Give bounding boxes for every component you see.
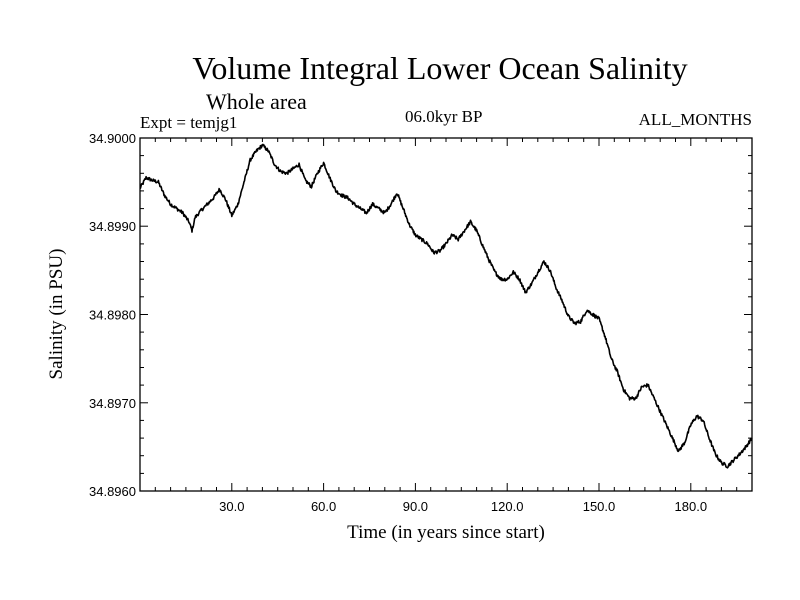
x-tick-label: 90.0 — [403, 499, 428, 514]
axis-labels: 30.0 60.0 90.0 120.0 150.0 180.0 34.8960 34.897… — [89, 131, 707, 514]
y-tick-label: 34.8960 — [89, 484, 136, 499]
y-tick-label: 34.8970 — [89, 396, 136, 411]
x-tick-label: 150.0 — [583, 499, 616, 514]
chart-subtitle: Whole area — [206, 89, 307, 114]
period-label: 06.0kyr BP — [405, 107, 483, 126]
x-tick-label: 60.0 — [311, 499, 336, 514]
y-tick-label: 34.8980 — [89, 308, 136, 323]
y-axis-title: Salinity (in PSU) — [46, 249, 67, 380]
x-tick-label: 30.0 — [219, 499, 244, 514]
x-axis-title: Time (in years since start) — [347, 522, 545, 543]
y-tick-label: 34.9000 — [89, 131, 136, 146]
axis-ticks — [140, 138, 752, 491]
x-tick-label: 120.0 — [491, 499, 524, 514]
chart-title: Volume Integral Lower Ocean Salinity — [192, 50, 688, 86]
y-tick-label: 34.8990 — [89, 219, 136, 234]
plot-frame — [139, 137, 753, 492]
months-label: ALL_MONTHS — [638, 110, 752, 129]
salinity-series-line — [139, 143, 753, 469]
x-tick-label: 180.0 — [675, 499, 708, 514]
experiment-label: Expt = temjg1 — [140, 113, 238, 132]
